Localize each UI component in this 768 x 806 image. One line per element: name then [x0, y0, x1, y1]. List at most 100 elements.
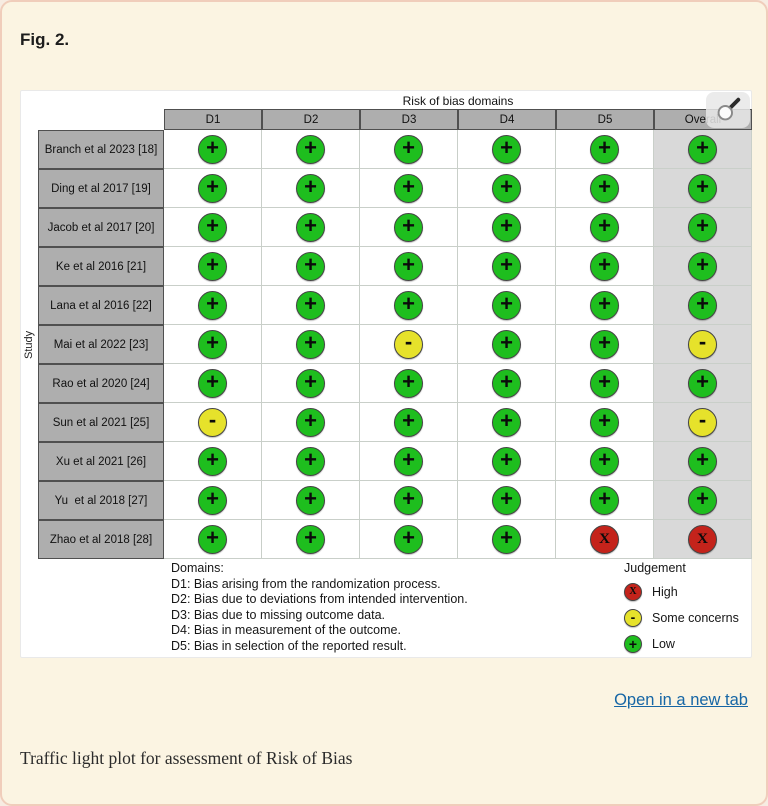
judgement-dot-low: + [688, 290, 717, 320]
column-header: D3 [360, 109, 458, 130]
judgement-dot-low: + [492, 407, 521, 437]
study-label-cell: Ke et al 2016 [21] [38, 247, 164, 286]
judgement-dot-low: + [590, 212, 619, 242]
domain-lines: D1: Bias arising from the randomization … [171, 577, 468, 655]
judgement-cell: + [262, 481, 360, 520]
judgement-cell: X [654, 520, 752, 559]
judgement-dot-low: + [492, 290, 521, 320]
judgement-cell: + [458, 208, 556, 247]
judgement-cell: X [556, 520, 654, 559]
judgement-dot-low: + [198, 251, 227, 281]
legend-item: + Low [624, 635, 739, 653]
judgement-dot-low: + [590, 485, 619, 515]
judgement-cell: + [360, 481, 458, 520]
plot-title: Risk of bias domains [402, 94, 514, 108]
judgement-dot-low: + [492, 368, 521, 398]
judgement-cell: + [360, 286, 458, 325]
judgement-cell: + [654, 442, 752, 481]
judgement-cell: + [458, 442, 556, 481]
judgement-dot-low: + [394, 446, 423, 476]
judgement-dot-some_concerns: - [688, 407, 717, 437]
figure-label: Fig. 2. [20, 30, 70, 49]
legend-label: Some concerns [652, 611, 739, 625]
judgement-dot-low: + [394, 485, 423, 515]
judgement-cell: + [262, 364, 360, 403]
open-in-new-tab-link[interactable]: Open in a new tab [614, 691, 748, 709]
domain-line: D4: Bias in measurement of the outcome. [171, 623, 401, 637]
judgement-cell: + [262, 247, 360, 286]
study-row: Sun et al 2021 [25] - + + + + - [38, 403, 752, 442]
study-label-cell: Zhao et al 2018 [28] [38, 520, 164, 559]
study-row: Xu et al 2021 [26] + + + + + + [38, 442, 752, 481]
study-label-cell: Mai et al 2022 [23] [38, 325, 164, 364]
judgement-dot-low: + [296, 212, 325, 242]
judgement-dot-low: + [688, 134, 717, 164]
judgement-cell: + [556, 442, 654, 481]
judgement-dot-low: + [394, 212, 423, 242]
judgement-cell: + [654, 130, 752, 169]
study-row: Ding et al 2017 [19] + + + + + + [38, 169, 752, 208]
judgement-cell: + [360, 130, 458, 169]
domain-line: D5: Bias in selection of the reported re… [171, 638, 407, 653]
judgement-dot-low: + [296, 134, 325, 164]
legend-dot-low: + [624, 635, 642, 653]
judgement-dot-some_concerns: - [688, 329, 717, 359]
judgement-dot-high: X [688, 524, 717, 554]
judgement-cell: + [654, 208, 752, 247]
magnifier-icon[interactable] [706, 92, 750, 128]
judgement-cell: + [556, 403, 654, 442]
column-header: D4 [458, 109, 556, 130]
study-label-cell: Branch et al 2023 [18] [38, 130, 164, 169]
judgement-dot-low: + [590, 329, 619, 359]
judgement-dot-low: + [492, 485, 521, 515]
judgement-cell: + [458, 325, 556, 364]
judgement-dot-low: + [296, 290, 325, 320]
judgement-cell: + [458, 520, 556, 559]
study-row: Zhao et al 2018 [28] + + + + X X [38, 520, 752, 559]
judgement-dot-low: + [198, 368, 227, 398]
judgement-dot-low: + [492, 446, 521, 476]
judgement-dot-low: + [296, 446, 325, 476]
header-row: D1 D2 D3 D4 D5 Overall [164, 109, 752, 130]
judgement-cell: + [164, 208, 262, 247]
judgement-cell: - [654, 403, 752, 442]
judgement-cell: + [164, 286, 262, 325]
judgement-legend: Judgement X High - Some concerns + Low [624, 561, 739, 661]
judgement-cell: + [654, 247, 752, 286]
judgement-cell: + [654, 364, 752, 403]
judgement-dot-low: + [688, 251, 717, 281]
column-header: D5 [556, 109, 654, 130]
study-axis-label: Study [23, 330, 35, 359]
judgement-cell: + [458, 403, 556, 442]
column-header: D1 [164, 109, 262, 130]
judgement-dot-low: + [492, 251, 521, 281]
judgement-dot-some_concerns: - [394, 329, 423, 359]
judgement-cell: + [262, 403, 360, 442]
study-row: Yu et al 2018 [27] + + + + + + [38, 481, 752, 520]
judgement-dot-low: + [296, 251, 325, 281]
legend-dot-some_concerns: - [624, 609, 642, 627]
judgement-dot-low: + [198, 134, 227, 164]
judgement-dot-low: + [394, 407, 423, 437]
judgement-cell: + [458, 481, 556, 520]
judgement-cell: + [458, 286, 556, 325]
judgement-dot-low: + [688, 485, 717, 515]
judgement-dot-low: + [688, 212, 717, 242]
judgement-cell: + [262, 520, 360, 559]
study-label-cell: Yu et al 2018 [27] [38, 481, 164, 520]
judgement-cell: + [556, 208, 654, 247]
judgement-cell: + [556, 325, 654, 364]
judgement-dot-low: + [492, 173, 521, 203]
study-label-cell: Lana et al 2016 [22] [38, 286, 164, 325]
judgement-dot-low: + [688, 368, 717, 398]
judgement-cell: + [556, 169, 654, 208]
open-link-row: Open in a new tab [614, 691, 748, 710]
judgement-cell: - [654, 325, 752, 364]
judgement-dot-some_concerns: - [198, 407, 227, 437]
judgement-cell: + [164, 325, 262, 364]
figure-panel: Risk of bias domains D1 D2 D3 D4 D5 Overall B… [20, 90, 752, 658]
judgement-items: X High - Some concerns + Low [624, 583, 739, 653]
domain-line: D2: Bias due to deviations from intended… [171, 592, 468, 606]
judgement-cell: + [164, 364, 262, 403]
judgement-dot-low: + [296, 329, 325, 359]
